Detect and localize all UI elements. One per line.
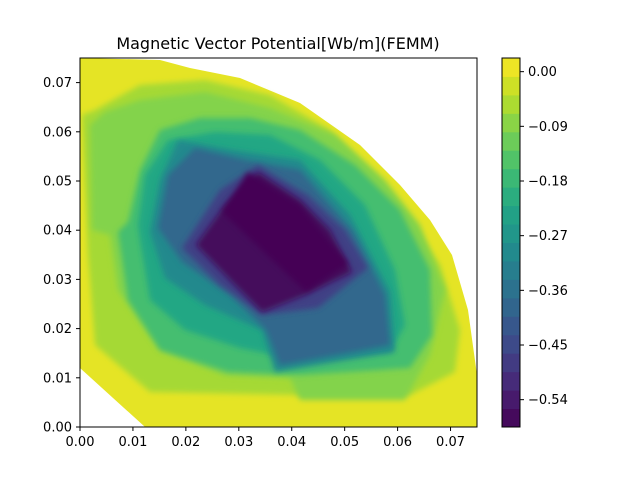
x-tick-label: 0.06 <box>383 435 412 450</box>
outside-domain-lower <box>80 368 145 427</box>
colorbar-level <box>502 297 520 317</box>
contour-level-9 <box>222 172 348 292</box>
colorbar: 0.00 −0.09 −0.18 −0.27 −0.36 −0.45 −0.54 <box>501 57 568 428</box>
x-tick-label: 0.02 <box>171 435 200 450</box>
colorbar-level <box>502 279 520 299</box>
contour-field <box>80 58 477 427</box>
colorbar-level <box>502 260 520 280</box>
colorbar-level <box>502 150 520 170</box>
colorbar-tick-label: 0.00 <box>528 65 557 80</box>
colorbar-tick-label: −0.45 <box>528 339 568 354</box>
colorbar-level <box>502 242 520 262</box>
y-tick-label: 0.00 <box>43 421 72 436</box>
x-tick-label: 0.00 <box>66 435 95 450</box>
colorbar-level <box>502 371 520 391</box>
chart-title: Magnetic Vector Potential[Wb/m](FEMM) <box>116 34 439 53</box>
colorbar-level <box>502 316 520 336</box>
colorbar-tick-label: −0.36 <box>528 284 568 299</box>
y-tick-label: 0.03 <box>43 273 72 288</box>
y-tick-label: 0.04 <box>43 224 72 239</box>
colorbar-level <box>502 353 520 373</box>
y-tick-label: 0.01 <box>43 371 72 386</box>
x-tick-label: 0.01 <box>118 435 147 450</box>
colorbar-level <box>502 131 520 151</box>
y-tick-label: 0.02 <box>43 322 72 337</box>
colorbar-frame <box>501 57 521 428</box>
y-tick-label: 0.07 <box>43 76 72 91</box>
colorbar-level <box>502 58 520 77</box>
y-tick-label: 0.06 <box>43 125 72 140</box>
colorbar-level <box>502 113 520 133</box>
colorbar-level <box>502 334 520 354</box>
colorbar-tick-label: −0.27 <box>528 229 568 244</box>
colorbar-level <box>502 94 520 114</box>
colorbar-tick-label: −0.09 <box>528 120 568 135</box>
colorbar-level <box>502 76 520 96</box>
x-tick-label: 0.04 <box>277 435 306 450</box>
colorbar-level <box>502 390 520 410</box>
plot-frame <box>79 57 478 428</box>
outside-domain-upper <box>190 58 477 354</box>
y-axis: 0.00 0.01 0.02 0.03 0.04 0.05 0.06 0.07 <box>43 76 80 436</box>
colorbar-tick-label: −0.18 <box>528 175 568 190</box>
colorbar-tick-label: −0.54 <box>528 393 568 408</box>
x-tick-label: 0.03 <box>224 435 253 450</box>
colorbar-level <box>502 408 520 428</box>
colorbar-level <box>502 205 520 225</box>
x-tick-label: 0.07 <box>436 435 465 450</box>
colorbar-level <box>502 168 520 188</box>
y-tick-label: 0.05 <box>43 175 72 190</box>
plot-area <box>80 58 477 427</box>
x-axis: 0.00 0.01 0.02 0.03 0.04 0.05 0.06 0.07 <box>66 427 465 450</box>
colorbar-level <box>502 187 520 207</box>
x-tick-label: 0.05 <box>330 435 359 450</box>
colorbar-level <box>502 224 520 243</box>
